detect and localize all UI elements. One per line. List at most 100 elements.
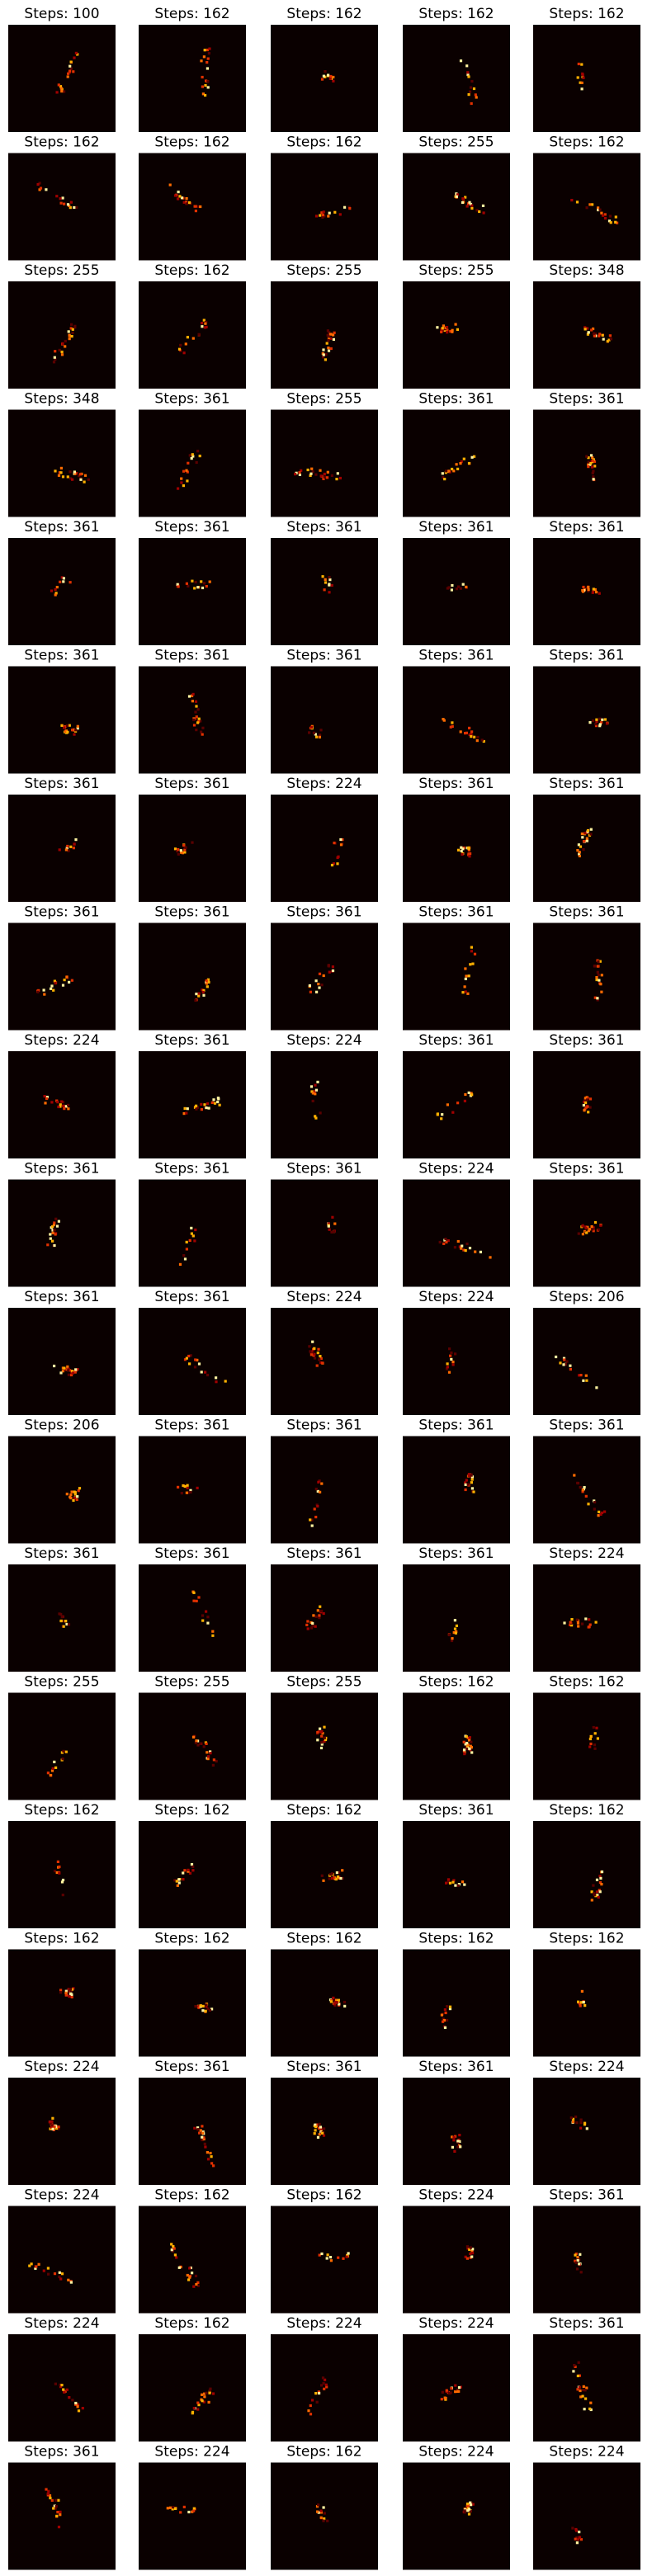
heatmap-panel: [533, 666, 640, 774]
heatmap-background: [403, 795, 510, 902]
heatmap-cell: [327, 1222, 330, 1225]
heatmap-panel: [403, 2462, 510, 2570]
heatmap-cell: [211, 1763, 215, 1767]
heatmap-cell: [68, 2396, 71, 2399]
heatmap-cell: [320, 78, 324, 81]
heatmap-cell: [479, 1250, 482, 1253]
heatmap-cell: [446, 1366, 449, 1369]
heatmap-cell: [177, 1485, 180, 1489]
heatmap-cell: [61, 342, 64, 345]
heatmap-cell: [480, 738, 484, 742]
heatmap-cell: [60, 2384, 64, 2387]
heatmap-cell: [318, 2133, 321, 2136]
heatmap-cell: [204, 322, 207, 325]
heatmap-cell: [320, 2384, 324, 2387]
heatmap-background: [139, 2334, 246, 2442]
heatmap-cell: [597, 965, 600, 968]
heatmap-cell: [585, 455, 588, 458]
heatmap-cell: [470, 2255, 474, 2258]
heatmap-cell: [446, 587, 449, 590]
heatmap-cell: [201, 2125, 204, 2128]
heatmap-cell: [204, 93, 207, 97]
heatmap-background: [403, 538, 510, 645]
heatmap-cell: [588, 721, 592, 724]
heatmap-cell: [481, 204, 485, 207]
heatmap-cell: [579, 81, 582, 84]
heatmap-cell: [602, 337, 605, 341]
heatmap-cell: [171, 2508, 174, 2511]
heatmap-cell: [170, 2243, 173, 2246]
heatmap-cell: [587, 1625, 590, 1629]
heatmap-cell: [470, 1487, 474, 1490]
heatmap-cell: [463, 2511, 466, 2514]
heatmap-cell: [581, 1233, 584, 1236]
heatmap-cell: [188, 1871, 192, 1875]
heatmap-cell: [593, 1501, 597, 1504]
heatmap-cell: [583, 2123, 587, 2126]
heatmap-cell: [53, 2272, 57, 2276]
heatmap-cell: [64, 1620, 68, 1623]
heatmap-cell: [451, 2145, 454, 2149]
heatmap-cell: [45, 2488, 48, 2491]
heatmap-background: [403, 1949, 510, 2057]
heatmap-cell: [446, 2005, 449, 2008]
heatmap-cell: [327, 347, 330, 350]
heatmap-cell: [585, 206, 588, 210]
heatmap-cell: [55, 91, 59, 94]
heatmap-cell: [470, 1746, 473, 1749]
heatmap-cell: [328, 576, 331, 579]
heatmap-cell: [581, 1224, 584, 1228]
heatmap-cell: [333, 1222, 337, 1225]
heatmap-panel: [8, 2078, 116, 2185]
heatmap-cell: [205, 979, 208, 983]
heatmap-cell: [177, 2266, 181, 2269]
heatmap-background: [8, 2462, 116, 2570]
heatmap-cell: [316, 1609, 319, 1612]
heatmap-cell: [53, 1364, 56, 1368]
panel-title: Steps: 162: [286, 2444, 361, 2460]
heatmap-cell: [564, 1363, 567, 1366]
heatmap-background: [403, 1692, 510, 1800]
heatmap-cell: [65, 847, 69, 850]
heatmap-cell: [585, 839, 588, 842]
heatmap-cell: [319, 1356, 323, 1360]
panel-title: Steps: 162: [154, 2187, 229, 2204]
heatmap-cell: [75, 472, 78, 475]
heatmap-panel: [139, 1564, 246, 1672]
heatmap-cell: [332, 79, 335, 83]
heatmap-cell: [328, 211, 331, 215]
heatmap-cell: [592, 327, 595, 331]
heatmap-cell: [592, 1229, 595, 1233]
heatmap-cell: [590, 1899, 593, 1902]
heatmap-cell: [589, 1734, 593, 1738]
heatmap-cell: [331, 1215, 334, 1219]
heatmap-cell: [569, 1367, 572, 1371]
heatmap-cell: [317, 983, 320, 986]
heatmap-background: [8, 2206, 116, 2314]
heatmap-panel: [139, 1308, 246, 1415]
heatmap-cell: [465, 1745, 468, 1748]
heatmap-cell: [201, 92, 205, 96]
heatmap-cell: [70, 1989, 73, 1993]
heatmap-cell: [206, 1102, 210, 1106]
heatmap-cell: [470, 735, 473, 738]
heatmap-cell: [581, 836, 584, 839]
heatmap-cell: [300, 469, 303, 472]
panel-title: Steps: 224: [418, 1289, 494, 1305]
heatmap-panel: [271, 666, 378, 774]
heatmap-cell: [328, 591, 331, 594]
heatmap-panel: [533, 1949, 640, 2057]
heatmap-cell: [465, 731, 468, 734]
heatmap-cell: [309, 2413, 313, 2416]
heatmap-cell: [199, 2004, 202, 2007]
heatmap-cell: [185, 1356, 188, 1360]
heatmap-cell: [326, 470, 329, 474]
heatmap-cell: [66, 75, 69, 78]
heatmap-cell: [574, 2527, 578, 2531]
panel-title: Steps: 361: [24, 519, 99, 535]
heatmap-cell: [206, 1757, 210, 1761]
panel-title: Steps: 162: [154, 134, 229, 151]
heatmap-cell: [61, 984, 65, 987]
heatmap-cell: [338, 476, 342, 480]
heatmap-cell: [442, 1242, 446, 1245]
